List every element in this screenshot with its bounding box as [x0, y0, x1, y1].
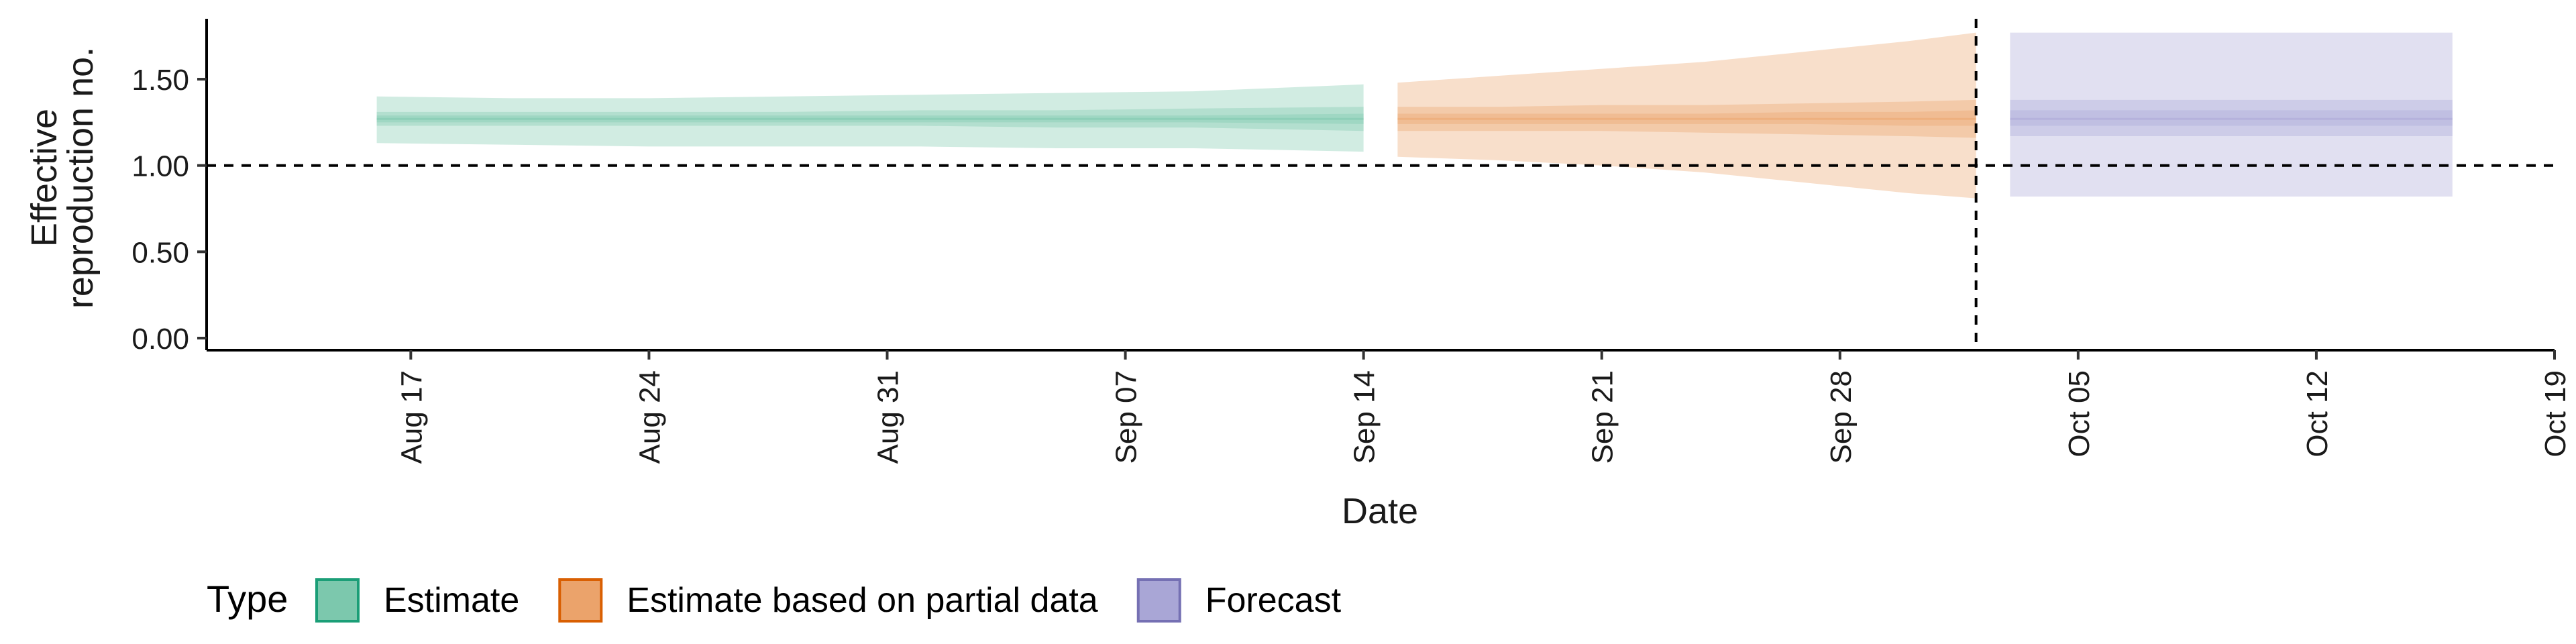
x-tick-label: Oct 19 [2539, 370, 2572, 458]
x-axis-ticks: Aug 17 Aug 24 Aug 31 Sep 07 Sep 14 Sep 21 Sep … [395, 350, 2572, 464]
x-tick-label: Sep 07 [1110, 370, 1143, 464]
x-tick-label: Oct 12 [2301, 370, 2334, 458]
legend-title: Type [207, 578, 288, 620]
y-axis-title-line: Effective [24, 109, 64, 247]
x-tick-label: Aug 31 [871, 370, 904, 464]
ribbon-bands [376, 32, 2453, 199]
x-tick-label: Oct 05 [2063, 370, 2096, 458]
legend-label-1: Estimate based on partial data [627, 581, 1098, 620]
y-axis-ticks: 0.00 0.50 1.00 1.50 [131, 64, 207, 356]
y-axis-title-line: reproduction no. [60, 47, 101, 309]
legend: Type Estimate Estimate based on partial da… [207, 578, 1342, 623]
reference-lines [207, 19, 2555, 350]
ribbon-2-ci90 [2010, 32, 2453, 197]
legend-label-2: Forecast [1205, 581, 1342, 620]
legend-label-0: Estimate [384, 581, 519, 620]
legend-key-2 [1136, 578, 1181, 623]
x-axis-title: Date [1342, 491, 1418, 531]
x-tick-label: Sep 21 [1587, 370, 1619, 464]
ribbon-1-ci90 [1397, 32, 1976, 199]
x-tick-label: Aug 17 [395, 370, 428, 464]
legend-key-1 [558, 578, 603, 623]
x-tick-label: Aug 24 [633, 370, 666, 464]
y-tick-label: 1.00 [131, 150, 189, 183]
x-tick-label: Sep 28 [1825, 370, 1858, 464]
y-tick-label: 1.50 [131, 64, 189, 97]
y-tick-label: 0.00 [131, 323, 189, 356]
legend-key-0 [315, 578, 360, 623]
y-tick-label: 0.50 [131, 236, 189, 269]
x-tick-label: Sep 14 [1348, 370, 1381, 464]
axes [205, 19, 2555, 352]
